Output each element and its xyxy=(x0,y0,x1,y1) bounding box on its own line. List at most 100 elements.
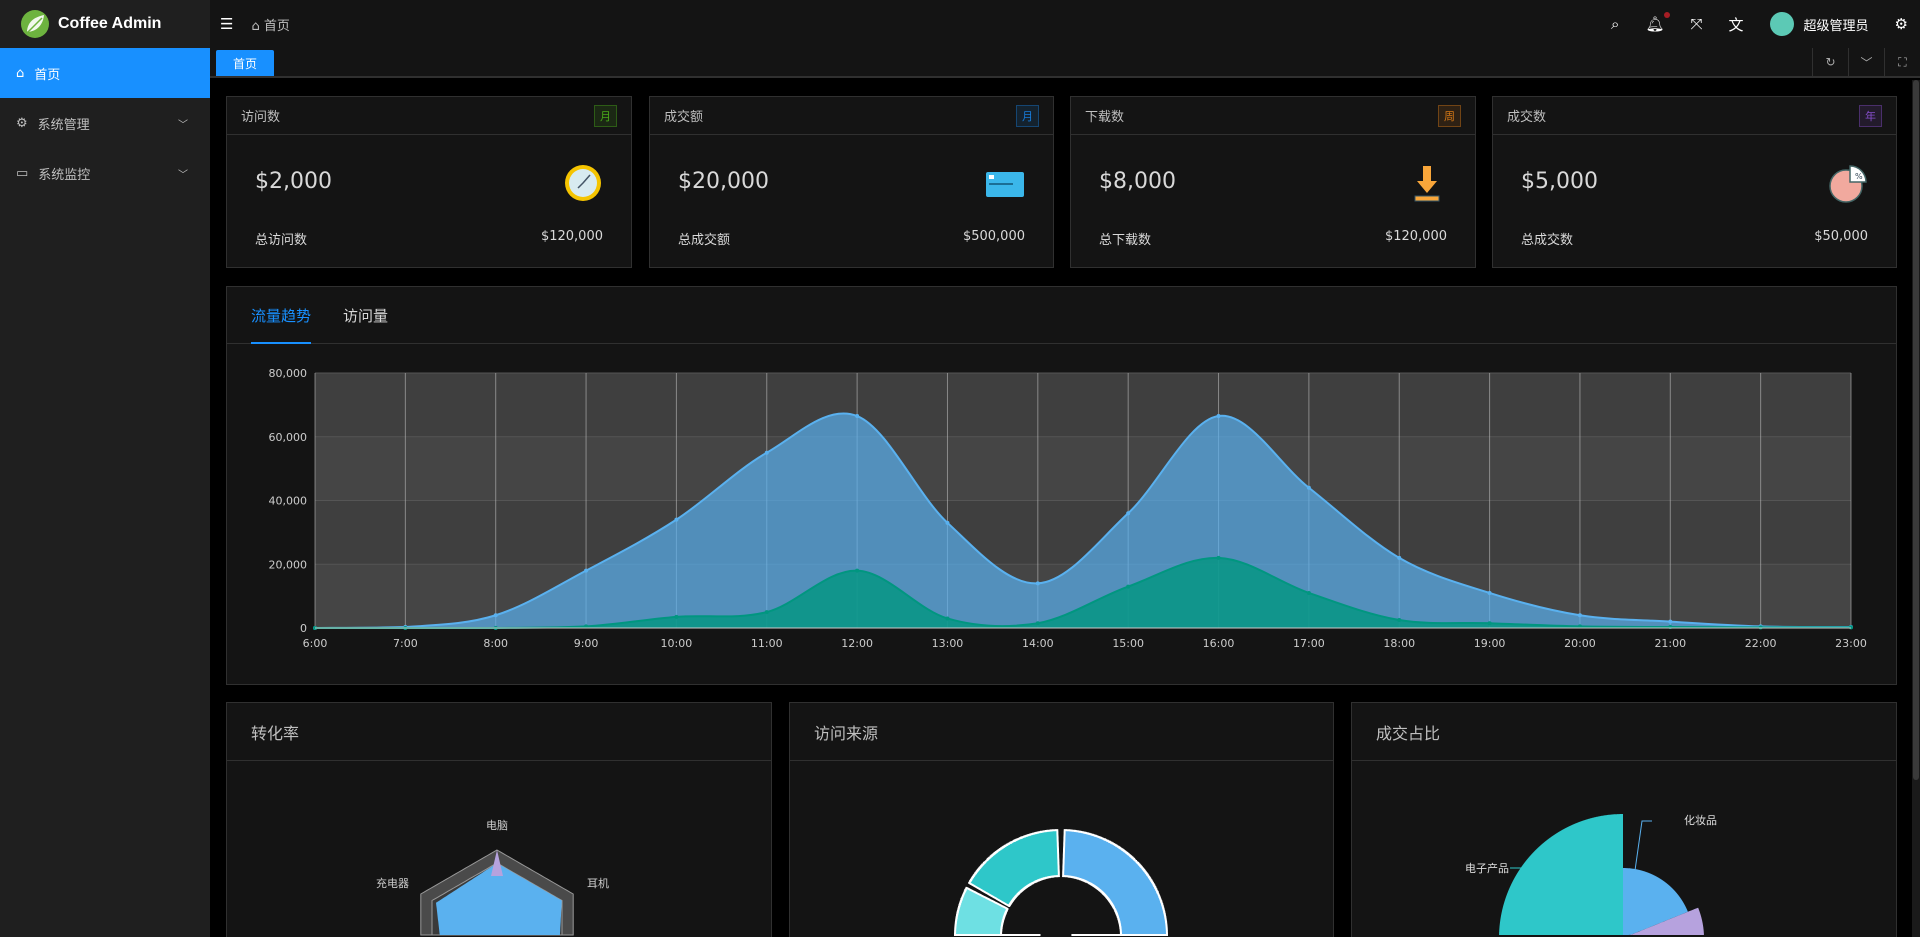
svg-text:%: % xyxy=(1855,172,1863,181)
x-tick-label: 23:00 xyxy=(1835,637,1867,650)
maximize-icon[interactable]: ⛶ xyxy=(1884,48,1920,76)
reload-icon[interactable]: ↻ xyxy=(1812,48,1848,76)
stat-value: $20,000 xyxy=(678,169,769,194)
pie-slice xyxy=(1499,814,1623,935)
pie-label: 化妆品 xyxy=(1684,813,1717,827)
radar-label: 充电器 xyxy=(376,876,409,890)
stat-title: 访问数 xyxy=(241,110,281,125)
breadcrumb-item[interactable]: 首页 xyxy=(263,18,290,34)
data-point xyxy=(584,624,589,629)
pie-slice xyxy=(1623,868,1688,935)
stat-card: 下载数 周 $8,000 总下载数 $120,000 xyxy=(1070,96,1476,268)
stat-total-value: $50,000 xyxy=(1814,229,1868,244)
data-point xyxy=(1668,619,1673,624)
label-line xyxy=(1626,820,1652,928)
data-point xyxy=(1758,625,1763,630)
series-line xyxy=(314,556,1852,630)
x-tick-label: 20:00 xyxy=(1564,637,1596,650)
x-tick-label: 19:00 xyxy=(1474,637,1506,650)
settings-icon[interactable]: ⚙ xyxy=(1894,15,1908,33)
data-point xyxy=(1487,590,1492,595)
chevron-down-icon: ﹀ xyxy=(178,169,188,181)
scrollbar[interactable] xyxy=(1912,80,1920,937)
data-point xyxy=(764,610,769,615)
user-menu[interactable]: 超级管理员 xyxy=(1769,12,1869,36)
data-point xyxy=(1306,485,1311,490)
period-badge: 年 xyxy=(1859,104,1882,127)
logo[interactable]: Coffee Admin xyxy=(0,0,210,48)
stat-total-value: $500,000 xyxy=(962,229,1025,244)
data-point xyxy=(1397,555,1402,560)
data-point xyxy=(1577,624,1582,629)
stat-value: $8,000 xyxy=(1099,169,1176,194)
y-tick-label: 0 xyxy=(300,622,307,635)
y-tick-label: 40,000 xyxy=(269,495,308,508)
series-area xyxy=(315,413,1851,628)
conversion-card: 转化率 电脑 耳机 充电器 xyxy=(226,702,772,937)
y-tick-label: 80,000 xyxy=(269,367,308,380)
y-tick-label: 20,000 xyxy=(269,558,308,571)
period-badge: 月 xyxy=(1016,104,1039,127)
sidebar-item-label: 首页 xyxy=(34,67,61,83)
x-tick-label: 14:00 xyxy=(1022,637,1054,650)
x-tick-label: 16:00 xyxy=(1203,637,1235,650)
card-title: 成交占比 xyxy=(1352,703,1896,761)
donut-segment xyxy=(968,829,1060,907)
breadcrumb: ⌂ 首页 xyxy=(251,15,289,34)
sidebar-item-system-management[interactable]: ⚙ 系统管理 ﹀ xyxy=(0,98,210,148)
data-point xyxy=(1216,414,1221,419)
radar-area xyxy=(491,850,503,876)
translate-icon[interactable]: 文 xyxy=(1728,15,1744,34)
card-title: 转化率 xyxy=(227,703,771,761)
data-point xyxy=(1306,590,1311,595)
tab-visits[interactable]: 访问量 xyxy=(343,306,389,325)
stat-value: $5,000 xyxy=(1521,169,1598,194)
pie-percent-icon: % xyxy=(1828,163,1868,207)
data-point xyxy=(1035,621,1040,626)
stat-title: 成交额 xyxy=(664,110,704,125)
stat-total-label: 总成交额 xyxy=(678,233,731,248)
stat-card: 访问数 月 $2,000 总访问数 $120,000 xyxy=(226,96,632,268)
period-badge: 月 xyxy=(594,104,617,127)
stat-title: 成交数 xyxy=(1507,110,1547,125)
x-tick-label: 13:00 xyxy=(932,637,964,650)
chevron-down-icon: ﹀ xyxy=(178,119,188,131)
stat-total-label: 总访问数 xyxy=(255,233,308,248)
x-tick-label: 6:00 xyxy=(303,637,328,650)
donut-chart xyxy=(954,829,1168,936)
tab-home[interactable]: 首页 xyxy=(216,50,274,76)
tab-traffic-trend[interactable]: 流量趋势 xyxy=(251,287,312,344)
data-point xyxy=(1126,511,1131,516)
home-icon: ⌂ xyxy=(251,18,260,34)
x-tick-label: 11:00 xyxy=(751,637,783,650)
avatar xyxy=(1769,12,1794,36)
header: ☰ ⌂ 首页 ⌕ 🔔︎ ⤧ 文 超级管理员 ⚙ xyxy=(210,0,1920,48)
stat-card: 成交额 月 $20,000 总成交额 $500,000 xyxy=(649,96,1054,268)
menu-fold-icon[interactable]: ☰ xyxy=(220,15,234,33)
deal-ratio-card: 成交占比 化妆品 电子产品 xyxy=(1351,702,1897,937)
download-icon xyxy=(1407,163,1447,207)
bell-icon[interactable]: 🔔︎ xyxy=(1645,12,1670,33)
chevron-down-icon[interactable]: ﹀ xyxy=(1848,48,1884,76)
x-tick-label: 12:00 xyxy=(841,637,873,650)
data-point xyxy=(764,450,769,455)
search-icon[interactable]: ⌕ xyxy=(1611,15,1620,33)
user-name: 超级管理员 xyxy=(1803,18,1869,34)
data-point xyxy=(945,616,950,621)
clock-icon xyxy=(563,163,603,207)
sidebar-item-label: 系统监控 xyxy=(38,167,91,183)
x-tick-label: 17:00 xyxy=(1293,637,1325,650)
sidebar: Coffee Admin ⌂ 首页 ⚙ 系统管理 ﹀ ▭ 系统监控 ﹀ xyxy=(0,0,210,937)
stat-total-value: $120,000 xyxy=(1384,229,1447,244)
period-badge: 周 xyxy=(1438,104,1461,127)
data-point xyxy=(1035,581,1040,586)
sidebar-item-system-monitor[interactable]: ▭ 系统监控 ﹀ xyxy=(0,148,210,198)
data-point xyxy=(493,613,498,618)
sidebar-item-home[interactable]: ⌂ 首页 xyxy=(0,48,210,98)
donut-segment xyxy=(954,886,1041,936)
radar-label: 耳机 xyxy=(587,876,609,890)
source-card: 访问来源 xyxy=(789,702,1334,937)
data-point xyxy=(1577,613,1582,618)
y-tick-label: 60,000 xyxy=(269,431,308,444)
fullscreen-icon[interactable]: ⤧ xyxy=(1690,15,1703,33)
